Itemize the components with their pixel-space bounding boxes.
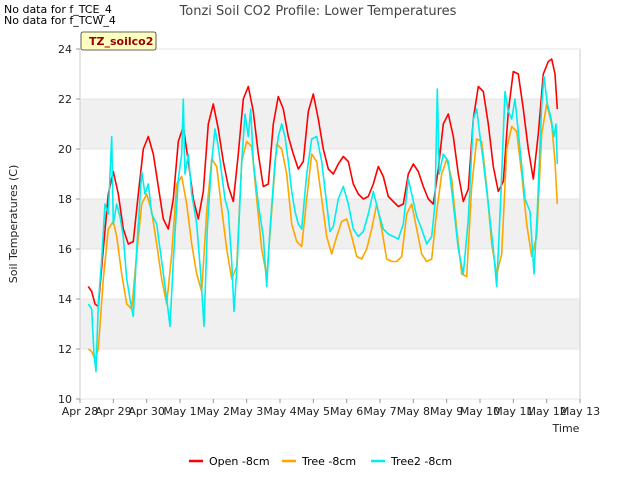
x-tick-label: May 3 (230, 405, 263, 418)
y-tick-label: 12 (58, 343, 72, 356)
grid-bands (80, 99, 580, 349)
x-tick-label: May 1 (163, 405, 196, 418)
site-badge: TZ_soilco2 (80, 31, 157, 51)
y-tick-label: 24 (58, 43, 72, 56)
x-tick-label: Apr 29 (95, 405, 132, 418)
site-badge-label: TZ_soilco2 (89, 35, 153, 48)
grid-band (80, 299, 580, 349)
y-tick-label: 14 (58, 293, 72, 306)
grid-band (80, 199, 580, 249)
x-tick-label: Apr 30 (128, 405, 165, 418)
y-axis-label: Soil Temperatures (C) (7, 165, 20, 284)
series-line-tree-8cm (87, 103, 559, 360)
x-tick-label: May 10 (460, 405, 500, 418)
grid-band (80, 99, 580, 149)
legend-label: Tree2 -8cm (390, 455, 452, 468)
x-tick-label: May 9 (430, 405, 463, 418)
legend: Open -8cm Tree -8cm Tree2 -8cm (189, 455, 452, 468)
no-data-message-1: No data for f_TCE_4 (4, 3, 112, 16)
x-tick-label: May 13 (560, 405, 600, 418)
y-tick-label: 10 (58, 393, 72, 406)
x-tick-label: May 12 (527, 405, 567, 418)
series-line-tree2-8cm (87, 75, 559, 373)
x-tick-label: May 5 (297, 405, 330, 418)
x-axis-label: Time (552, 422, 580, 435)
x-tick-label: May 11 (493, 405, 533, 418)
series-lines (87, 58, 559, 373)
chart-title: Tonzi Soil CO2 Profile: Lower Temperatur… (179, 4, 457, 19)
x-tick-label: May 7 (363, 405, 396, 418)
series-line-open-8cm (87, 58, 559, 308)
legend-label: Open -8cm (209, 455, 270, 468)
no-data-message-2: No data for f_TCW_4 (4, 14, 116, 27)
y-tick-label: 16 (58, 243, 72, 256)
y-tick-label: 22 (58, 93, 72, 106)
x-tick-label: Apr 28 (62, 405, 99, 418)
x-tick-label: May 4 (263, 405, 296, 418)
y-tick-label: 18 (58, 193, 72, 206)
x-tick-label: May 6 (330, 405, 363, 418)
legend-label: Tree -8cm (301, 455, 356, 468)
y-tick-label: 20 (58, 143, 72, 156)
y-tick-labels: 10 12 14 16 18 20 22 24 (58, 43, 80, 406)
x-tick-label: May 2 (197, 405, 230, 418)
x-tick-label: May 8 (397, 405, 430, 418)
